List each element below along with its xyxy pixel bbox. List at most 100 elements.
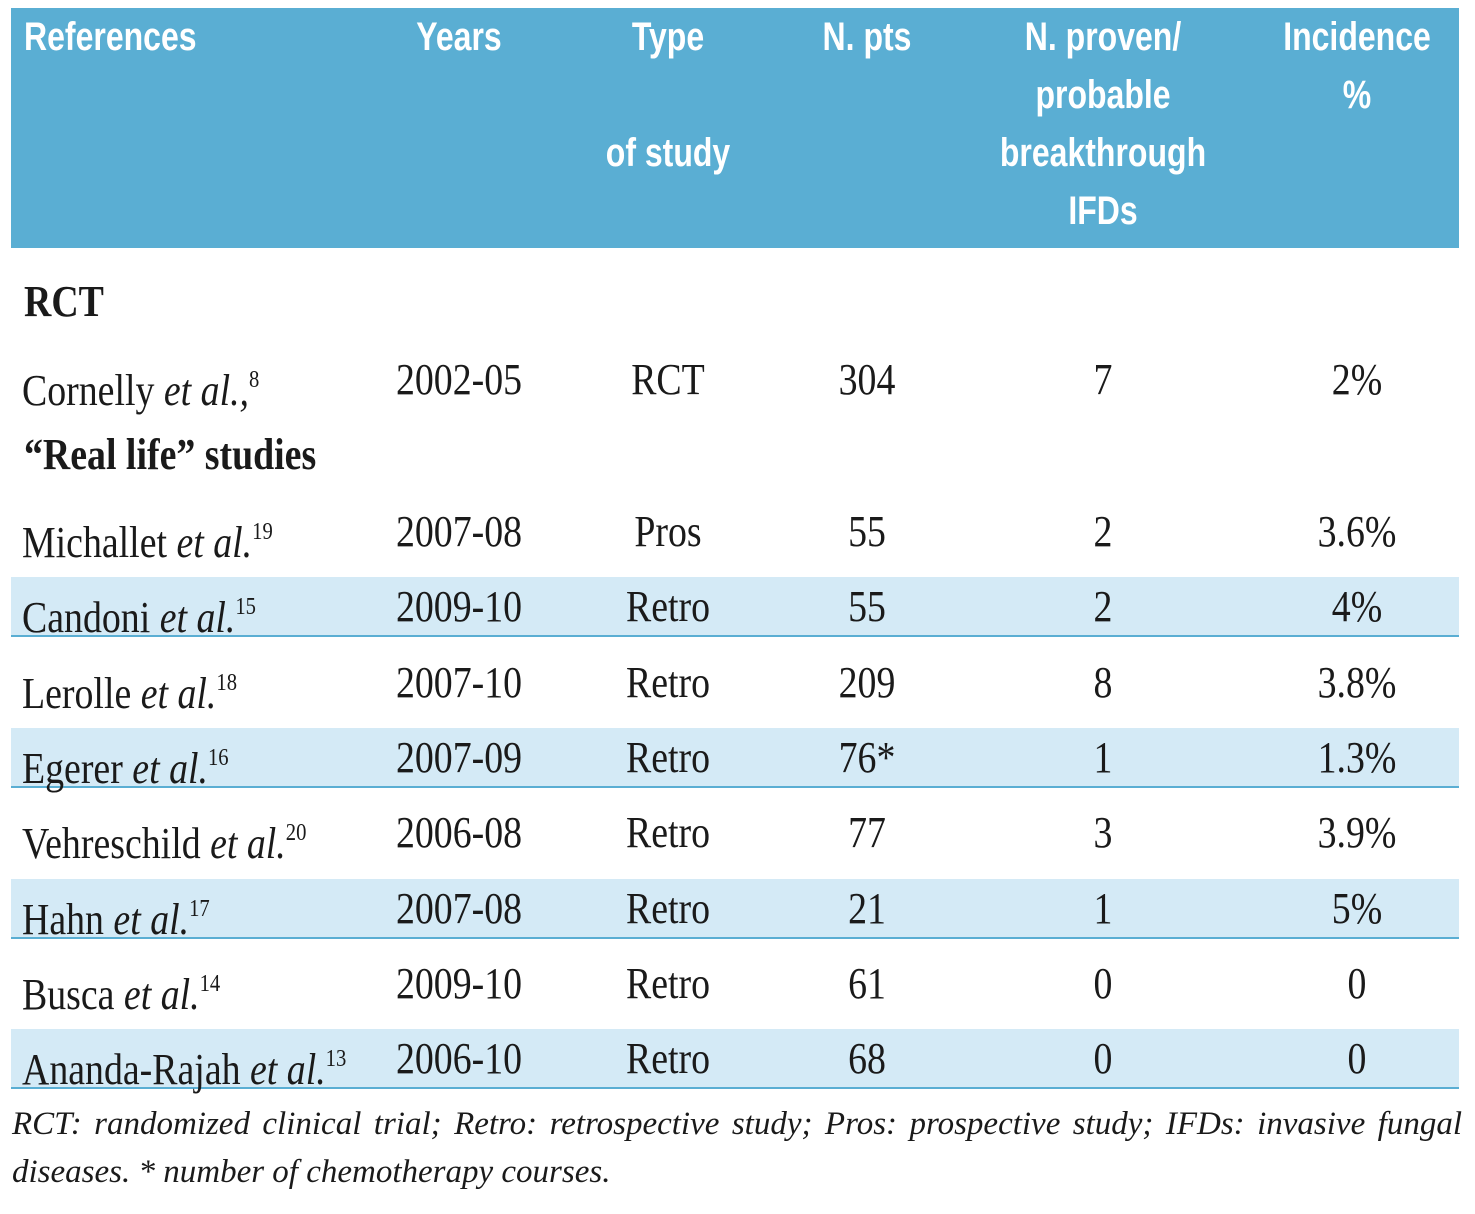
header-cell: N. pts	[822, 15, 912, 59]
reference-cell: Lerolle et al.18	[22, 653, 237, 724]
reference-cell: Candoni et al.15	[22, 577, 256, 648]
reference-cell: Michallet et al.19	[22, 502, 273, 573]
et-al: et al.,	[163, 366, 250, 415]
author: Candoni	[22, 593, 151, 643]
header-cell: N. proven/	[1024, 15, 1182, 59]
incidence-cell: 0	[1347, 1034, 1367, 1084]
et-al: et al.	[176, 518, 253, 567]
years-cell: 2002-05	[395, 355, 523, 404]
pts-cell: 304	[838, 355, 896, 404]
header-cell: IFDs	[1068, 189, 1138, 233]
years-cell: 2007-08	[395, 883, 523, 933]
incidence-cell: 3.6%	[1317, 507, 1397, 556]
et-al: et al.	[250, 1045, 326, 1095]
years-cell: 2009-10	[395, 582, 523, 632]
type-cell: Retro	[625, 582, 711, 632]
reference-number: 14	[199, 970, 221, 997]
ifds-cell: 8	[1093, 657, 1113, 707]
ifds-cell: 3	[1093, 808, 1113, 858]
reference-number: 19	[252, 519, 273, 545]
reference-number: 20	[285, 820, 307, 847]
incidence-cell: 0	[1347, 958, 1367, 1008]
years-cell: 2006-08	[395, 808, 523, 858]
reference-number: 8	[249, 367, 260, 393]
row-band	[11, 727, 1459, 788]
years-cell: 2007-10	[395, 657, 523, 707]
section-title: “Real life” studies	[24, 430, 317, 479]
author: Michallet	[22, 518, 168, 567]
et-al: et al.	[123, 969, 200, 1019]
reference-cell: Vehreschild et al.20	[22, 803, 306, 874]
incidence-cell: 2%	[1331, 355, 1383, 404]
type-cell: Pros	[634, 507, 702, 556]
pts-cell: 55	[848, 582, 886, 632]
ifds-cell: 2	[1093, 582, 1113, 632]
type-cell: Retro	[625, 732, 711, 782]
header-cell: probable	[1035, 73, 1171, 117]
type-cell: Retro	[625, 657, 711, 707]
author: Hahn	[22, 894, 104, 944]
pts-cell: 55	[848, 507, 886, 556]
et-al: et al.	[140, 668, 217, 718]
years-cell: 2009-10	[395, 958, 523, 1008]
type-cell: Retro	[625, 958, 711, 1008]
reference-number: 13	[325, 1046, 347, 1073]
incidence-cell: 3.8%	[1317, 657, 1397, 707]
pts-cell: 61	[848, 958, 886, 1008]
header-cell: References	[24, 15, 197, 59]
reference-cell: Ananda-Rajah et al.13	[22, 1029, 346, 1100]
header-cell: %	[1342, 73, 1372, 117]
et-al: et al.	[132, 743, 208, 793]
pts-cell: 209	[838, 657, 896, 707]
incidence-cell: 3.9%	[1317, 808, 1397, 858]
author: Cornelly	[22, 366, 155, 415]
reference-number: 18	[216, 669, 238, 696]
header-cell: of study	[605, 131, 731, 175]
reference-number: 15	[235, 594, 257, 621]
reference-cell: Busca et al.14	[22, 954, 220, 1025]
author: Busca	[22, 969, 115, 1019]
header-cell: Type	[631, 15, 705, 59]
et-al: et al.	[210, 819, 286, 869]
row-band	[11, 577, 1459, 638]
incidence-cell: 1.3%	[1317, 732, 1397, 782]
ifds-cell: 2	[1093, 507, 1113, 556]
years-cell: 2006-10	[395, 1034, 523, 1084]
pts-cell: 76*	[838, 732, 896, 782]
reference-number: 17	[189, 895, 210, 922]
row-band	[11, 1029, 1459, 1090]
header-cell: breakthrough	[999, 131, 1207, 175]
header-cell: Incidence	[1283, 15, 1431, 59]
reference-cell: Hahn et al.17	[22, 879, 210, 950]
author: Ananda-Rajah	[22, 1045, 241, 1095]
incidence-cell: 4%	[1331, 582, 1383, 632]
type-cell: RCT	[631, 355, 705, 404]
reference-number: 16	[207, 744, 229, 771]
author: Lerolle	[22, 668, 132, 718]
header-cell: Years	[416, 15, 502, 59]
ifds-cell: 0	[1093, 1034, 1113, 1084]
et-al: et al.	[113, 894, 190, 944]
pts-cell: 77	[848, 808, 886, 858]
ifds-cell: 7	[1093, 355, 1113, 404]
footnote: RCT: randomized clinical trial; Retro: r…	[12, 1106, 1462, 1190]
type-cell: Retro	[625, 808, 711, 858]
section-title: RCT	[24, 277, 104, 326]
author: Egerer	[22, 743, 123, 793]
type-cell: Retro	[625, 1034, 711, 1084]
ifds-cell: 1	[1093, 732, 1113, 782]
pts-cell: 21	[848, 883, 886, 933]
ifds-cell: 0	[1093, 958, 1113, 1008]
row-band	[11, 878, 1459, 939]
incidence-cell: 5%	[1331, 883, 1383, 933]
author: Vehreschild	[22, 819, 201, 869]
pts-cell: 68	[848, 1034, 886, 1084]
ifds-cell: 1	[1093, 883, 1113, 933]
reference-cell: Egerer et al.16	[22, 728, 229, 799]
type-cell: Retro	[625, 883, 711, 933]
years-cell: 2007-09	[395, 732, 523, 782]
years-cell: 2007-08	[395, 507, 523, 556]
et-al: et al.	[159, 593, 236, 643]
header-band	[11, 8, 1459, 248]
